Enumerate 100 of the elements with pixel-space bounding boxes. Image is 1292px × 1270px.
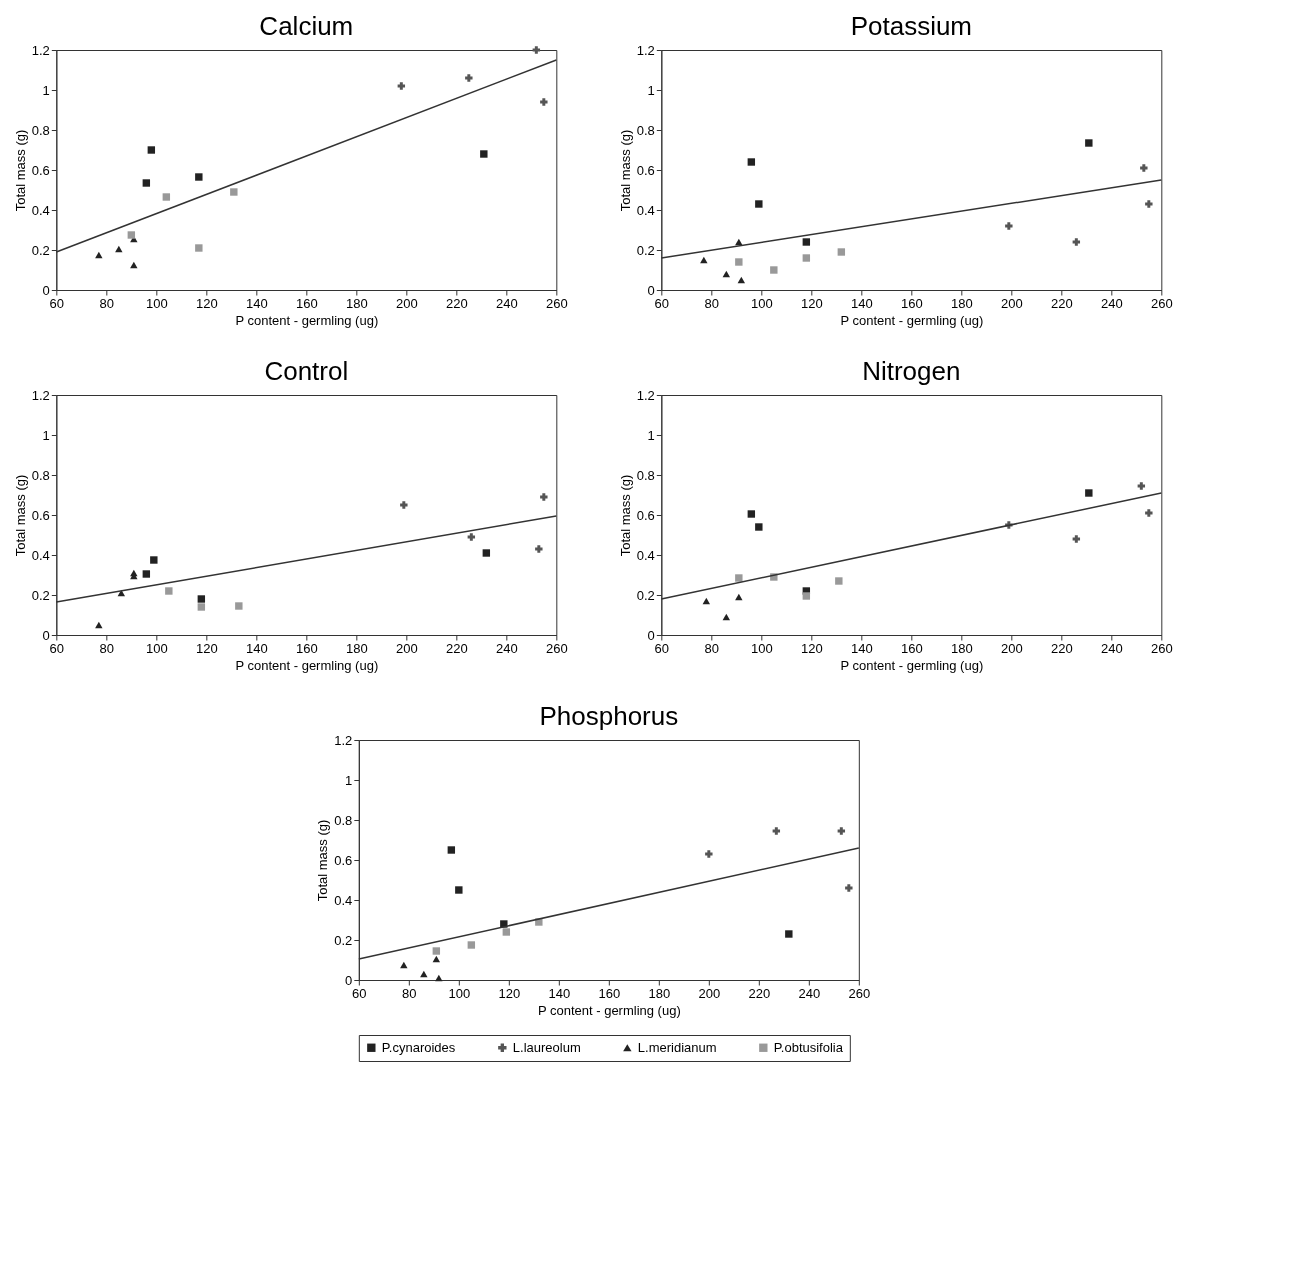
point: [747, 158, 756, 166]
x-tick-label: 60: [352, 985, 367, 1001]
point: [482, 549, 491, 557]
point: [165, 587, 173, 595]
y-axis-title: Total mass (g): [12, 129, 28, 212]
y-tick-label: 1.2: [636, 42, 655, 58]
x-tick-label: 100: [750, 295, 773, 311]
y-axis-title: Total mass (g): [315, 819, 331, 902]
point: [722, 613, 731, 621]
x-tick-label: 140: [245, 640, 268, 656]
y-axis-title: Total mass (g): [12, 474, 28, 557]
point: [115, 245, 123, 253]
x-tick-label: 180: [950, 640, 973, 656]
y-axis-title: Total mass (g): [617, 474, 633, 557]
x-tick-label: 240: [495, 295, 518, 311]
y-tick-label: 0.6: [31, 162, 50, 178]
y-tick-label: 0: [647, 282, 655, 298]
x-tick-label: 260: [545, 295, 568, 311]
x-tick-label: 200: [395, 640, 418, 656]
x-tick-label: 160: [598, 985, 621, 1001]
x-tick-label: 60: [654, 640, 670, 656]
y-tick-label: 0.8: [636, 122, 655, 138]
x-axis-title: P content - germling (ug): [235, 312, 379, 328]
point: [770, 266, 778, 274]
y-tick-label: 1.2: [31, 42, 50, 58]
x-tick-label: 260: [545, 640, 568, 656]
point: [700, 256, 708, 264]
point: [705, 850, 713, 858]
legend-label: L.meridianum: [637, 1039, 717, 1055]
x-tick-label: 100: [448, 985, 471, 1001]
y-tick-label: 1.2: [636, 387, 655, 403]
point: [837, 827, 846, 835]
x-tick-label: 80: [99, 295, 115, 311]
legend-label: P.obtusifolia: [773, 1039, 844, 1055]
x-tick-label: 160: [900, 640, 923, 656]
x-tick-label: 140: [548, 985, 571, 1001]
point: [420, 970, 428, 978]
y-tick-label: 1: [42, 427, 50, 443]
point: [467, 941, 476, 949]
x-tick-label: 200: [698, 985, 721, 1001]
point: [435, 974, 443, 982]
point: [1005, 222, 1013, 230]
x-tick-label: 240: [495, 640, 518, 656]
x-tick-label: 180: [345, 640, 368, 656]
point: [142, 570, 151, 578]
point: [747, 510, 756, 518]
point: [432, 947, 441, 955]
x-tick-label: 120: [498, 985, 521, 1001]
point: [235, 602, 243, 610]
x-tick-label: 80: [704, 640, 720, 656]
x-tick-label: 120: [800, 640, 823, 656]
y-tick-label: 1: [42, 82, 50, 98]
point: [127, 231, 136, 239]
x-tick-label: 180: [345, 295, 368, 311]
x-tick-label: 100: [145, 640, 168, 656]
y-tick-label: 0.2: [31, 242, 50, 258]
legend-label: P.cynaroides: [381, 1039, 456, 1055]
point: [1145, 509, 1153, 517]
y-axis-title: Total mass (g): [617, 129, 633, 212]
y-tick-label: 0.8: [334, 812, 353, 828]
x-tick-label: 160: [295, 295, 318, 311]
point: [1140, 164, 1148, 172]
x-axis-title: P content - germling (ug): [840, 312, 984, 328]
point: [130, 261, 138, 269]
point: [142, 179, 151, 187]
point: [95, 621, 103, 629]
point: [197, 603, 206, 611]
point: [1072, 238, 1081, 246]
x-tick-label: 240: [798, 985, 821, 1001]
chart-title: Control: [264, 356, 349, 386]
x-tick-label: 220: [748, 985, 771, 1001]
y-tick-label: 0.2: [636, 242, 655, 258]
y-tick-label: 0.6: [334, 852, 353, 868]
chart-title: Phosphorus: [539, 701, 679, 731]
x-tick-label: 240: [1100, 640, 1123, 656]
point: [230, 188, 238, 196]
x-tick-label: 120: [195, 640, 218, 656]
x-tick-label: 180: [950, 295, 973, 311]
x-tick-label: 260: [1150, 640, 1173, 656]
y-tick-label: 0.8: [31, 122, 50, 138]
point: [802, 238, 811, 246]
y-tick-label: 0.2: [334, 932, 353, 948]
y-tick-label: 1: [345, 772, 353, 788]
point: [195, 244, 203, 252]
point: [400, 501, 408, 509]
x-tick-label: 220: [445, 295, 468, 311]
point: [447, 846, 456, 854]
point: [802, 592, 811, 600]
x-tick-label: 160: [900, 295, 923, 311]
legend-label: L.laureolum: [512, 1039, 581, 1055]
point: [95, 251, 103, 259]
point: [432, 955, 441, 963]
x-tick-label: 200: [395, 295, 418, 311]
x-tick-label: 120: [195, 295, 218, 311]
point: [532, 46, 541, 54]
y-tick-label: 0.4: [334, 892, 353, 908]
point: [735, 238, 743, 246]
y-tick-label: 0.6: [636, 162, 655, 178]
y-tick-label: 1.2: [31, 387, 50, 403]
point: [197, 595, 206, 603]
